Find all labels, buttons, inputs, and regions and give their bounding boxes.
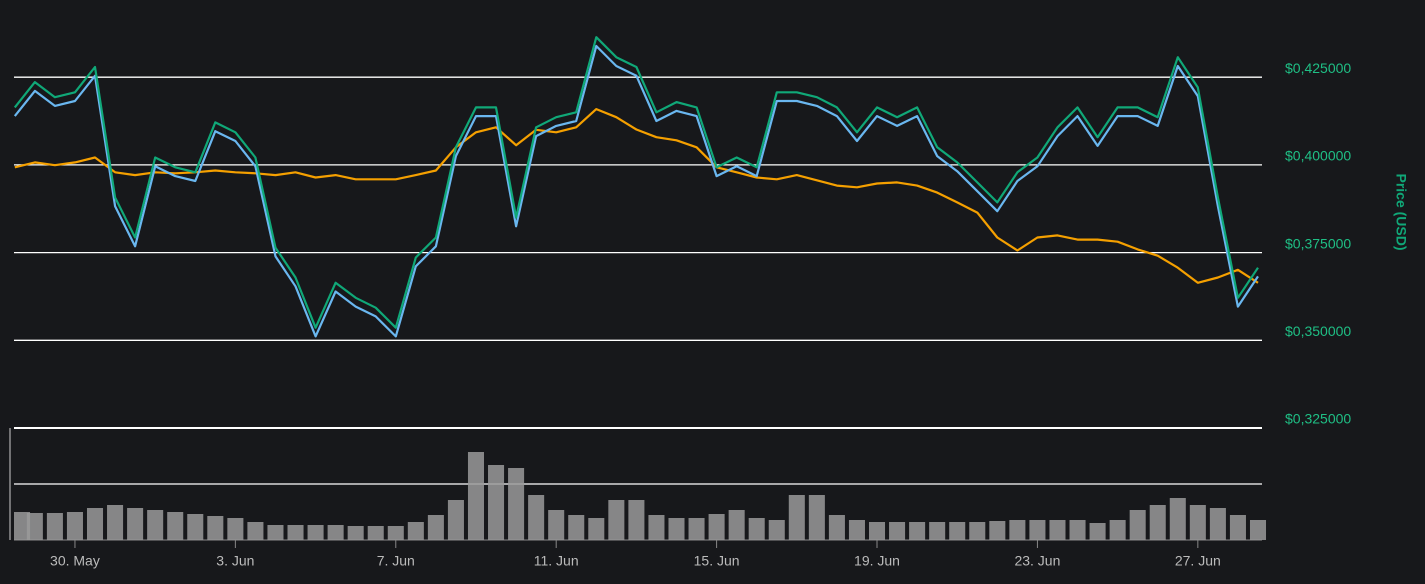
y-tick-label: $0,325000 [1285,411,1351,427]
volume-bar [688,518,705,540]
volume-bar [508,468,525,540]
volume-bar [1169,498,1186,540]
y-tick-label: $0,375000 [1285,235,1351,251]
volume-bar [427,515,444,540]
volume-bar [407,522,424,540]
volume-bar [708,514,725,540]
volume-bar [808,495,825,540]
volume-bar [46,513,63,540]
volume-bar [1229,515,1246,540]
volume-bar [1149,505,1166,540]
volume-bar [367,526,384,540]
x-tick-label: 3. Jun [216,553,254,569]
volume-bar [828,515,845,540]
volume-bar [728,510,745,540]
volume-bar [909,522,926,540]
volume-bar [969,522,986,540]
volume-bar [949,522,966,540]
volume-bar [267,525,284,540]
volume-bar [107,505,124,540]
volume-bar [187,514,204,540]
y-tick-label: $0,350000 [1285,323,1351,339]
volume-bar [488,465,505,540]
volume-bar [608,500,625,540]
x-tick-label: 27. Jun [1175,553,1221,569]
volume-bar [1089,523,1106,540]
volume-bar [1209,508,1226,540]
volume-bar [648,515,665,540]
volume-bar [287,525,304,540]
volume-bar [86,508,104,540]
volume-bar [1129,510,1146,540]
volume-bar [1249,520,1267,540]
volume-bar [668,518,685,540]
price-line [13,44,1259,338]
volume-bar [1049,520,1066,540]
volume-bar [628,500,645,540]
x-tick-label: 11. Jun [534,553,579,569]
volume-bar [14,512,31,540]
volume-bar [1029,520,1046,540]
volume-bar [307,525,324,540]
volume-bar [889,522,906,540]
x-tick-label: 23. Jun [1014,553,1060,569]
volume-bar [127,508,144,540]
volume-bar [989,521,1006,540]
y-axis-label: Price (USD) [1393,173,1409,250]
volume-bar [848,520,865,540]
volume-bar [868,522,886,540]
volume-bar [588,518,605,540]
volume-bar [1189,505,1206,540]
volume-bar [528,495,545,540]
x-tick-label: 15. Jun [694,553,740,569]
volume-bar [207,516,224,540]
volume-bar [1109,520,1126,540]
price-line [13,36,1259,329]
volume-bar [327,525,344,540]
volume-bar [568,515,585,540]
volume-bar [26,513,43,540]
volume-bar [167,512,184,540]
x-tick-label: 30. May [50,553,100,569]
volume-bar [788,495,805,540]
y-tick-label: $0,425000 [1285,60,1351,76]
volume-bar [387,526,404,540]
x-tick-label: 19. Jun [854,553,900,569]
volume-bar [929,522,946,540]
volume-bar [227,518,244,540]
volume-bar [548,510,565,540]
volume-bar [1009,520,1026,540]
volume-bar [147,510,164,540]
volume-bar [447,500,464,540]
volume-bar [467,452,485,540]
volume-bar [66,512,83,540]
volume-bar [768,520,785,540]
volume-bar [1069,520,1086,540]
x-tick-label: 7. Jun [377,553,415,569]
y-tick-label: $0,400000 [1285,148,1351,164]
volume-bar [347,526,364,540]
volume-bar [247,522,264,540]
price-line [14,108,1259,284]
volume-bar [748,518,765,540]
